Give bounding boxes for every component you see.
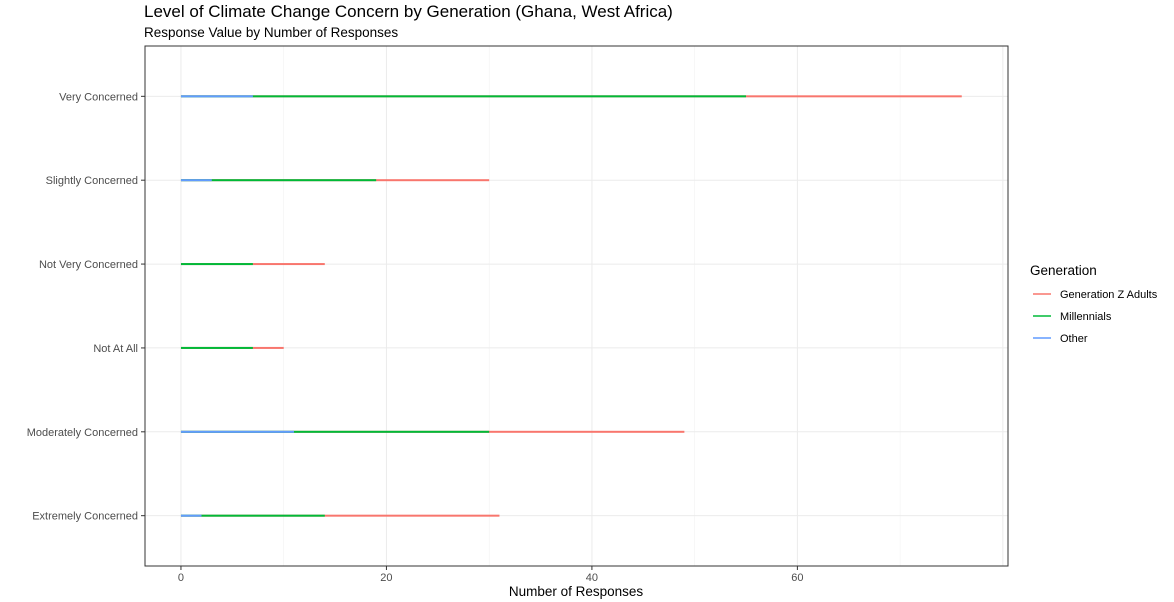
x-tick-label: 40: [586, 572, 598, 584]
major-grid: [145, 46, 1008, 566]
y-tick-label: Slightly Concerned: [46, 175, 138, 187]
legend-label: Millennials: [1060, 311, 1112, 323]
bar-generation-z-adults: [180, 514, 500, 517]
bar-millennials: [180, 514, 325, 517]
bar-other: [180, 179, 212, 182]
chart-title: Level of Climate Change Concern by Gener…: [144, 2, 673, 21]
bar-millennials: [180, 430, 490, 433]
y-tick-label: Moderately Concerned: [27, 427, 138, 439]
bar-other: [180, 95, 253, 98]
y-tick-label: Not At All: [93, 343, 138, 355]
legend-label: Generation Z Adults: [1060, 289, 1158, 301]
y-tick-label: Extremely Concerned: [32, 511, 138, 523]
bar-millennials: [180, 179, 377, 182]
x-tick-label: 20: [380, 572, 392, 584]
x-axis-title: Number of Responses: [509, 584, 644, 599]
chart-subtitle: Response Value by Number of Responses: [144, 25, 398, 40]
legend: Generation Generation Z Adults Millennial…: [1030, 263, 1158, 345]
bars: [180, 95, 962, 517]
bar-millennials: [180, 95, 747, 98]
x-tick-label: 60: [791, 572, 803, 584]
minor-grid: [283, 46, 901, 566]
x-tick-label: 0: [178, 572, 184, 584]
plot-panel-border: [144, 45, 1009, 567]
legend-title: Generation: [1030, 263, 1097, 278]
legend-label: Other: [1060, 333, 1088, 345]
y-tick-label: Very Concerned: [59, 91, 138, 103]
y-tick-label: Not Very Concerned: [39, 259, 138, 271]
y-axis: Extremely Concerned Moderately Concerned N…: [27, 91, 145, 523]
bar-other: [180, 430, 294, 433]
bar-other: [180, 514, 202, 517]
bar-millennials: [180, 263, 253, 266]
bar-millennials: [180, 346, 253, 349]
x-axis: 0 20 40 60: [178, 566, 804, 584]
